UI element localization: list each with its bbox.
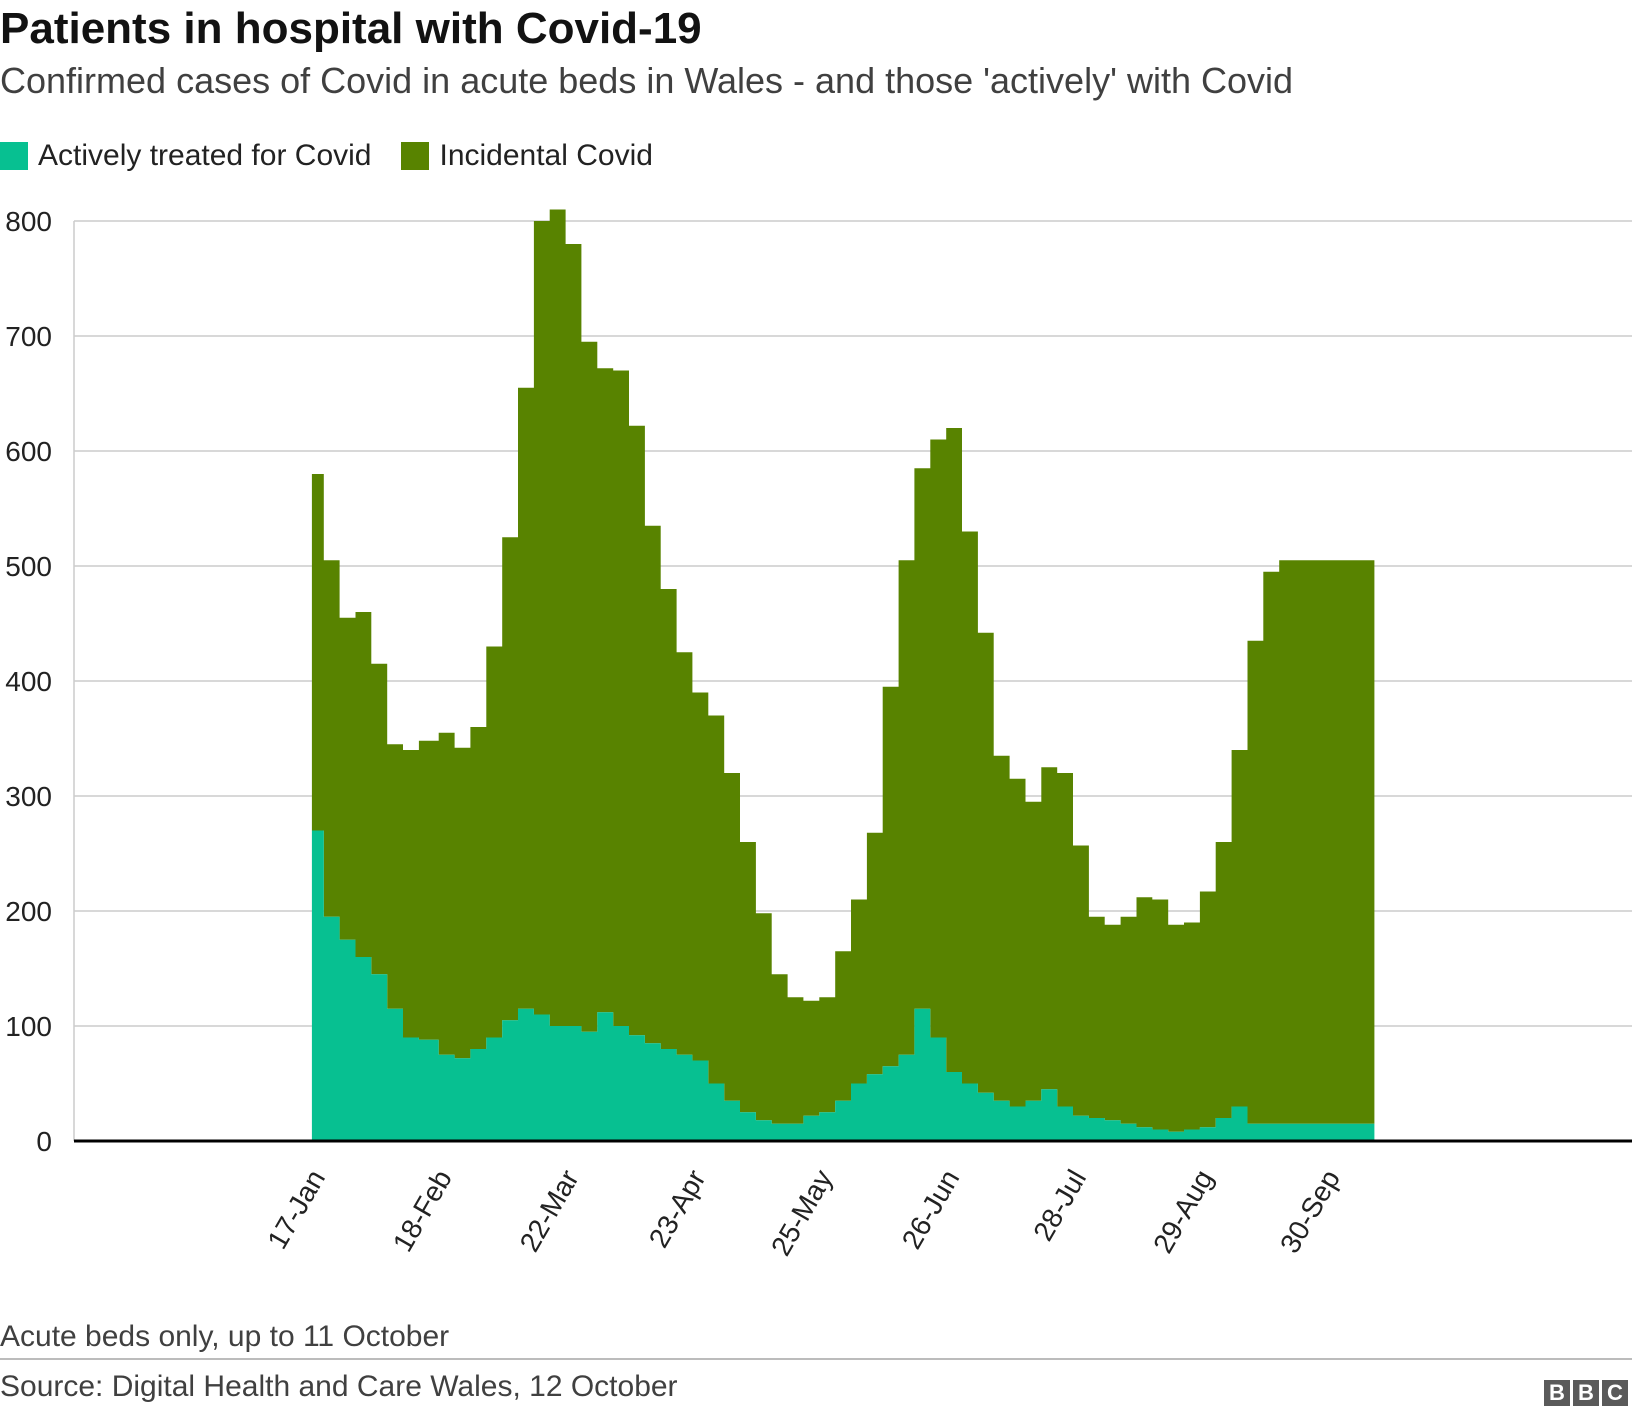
x-tick-label: 22-Mar (514, 1165, 585, 1257)
y-tick-label: 200 (5, 896, 52, 927)
chart-subtitle: Confirmed cases of Covid in acute beds i… (0, 60, 1294, 101)
x-tick-label: 25-May (765, 1165, 839, 1261)
y-tick-label: 400 (5, 666, 52, 697)
x-tick-label: 18-Feb (387, 1165, 458, 1257)
x-tick-label: 23-Apr (643, 1165, 712, 1253)
y-tick-labels: 0 100 200 300 400 500 600 700 800 (5, 206, 52, 1157)
series-area-active (311, 830, 1375, 1141)
bbc-logo-letter: B (1544, 1380, 1570, 1406)
bbc-logo-letter: C (1602, 1380, 1628, 1406)
y-tick-label: 800 (5, 206, 52, 237)
legend-item-active: Actively treated for Covid (0, 139, 371, 173)
y-tick-label: 0 (36, 1126, 52, 1157)
chart-source: Source: Digital Health and Care Wales, 1… (0, 1370, 678, 1403)
x-tick-label: 29-Aug (1147, 1165, 1219, 1259)
x-tick-label: 26-Jun (896, 1165, 966, 1255)
legend: Actively treated for Covid Incidental Co… (0, 136, 683, 176)
legend-swatch-incidental (401, 142, 430, 170)
y-tick-label: 700 (5, 321, 52, 352)
y-tick-label: 600 (5, 436, 52, 467)
x-tick-labels: 17-Jan 18-Feb 22-Mar 23-Apr 25-May 26-Jun 28-J… (261, 1165, 1346, 1261)
x-tick-label: 28-Jul (1027, 1165, 1092, 1247)
footer-divider (0, 1358, 1632, 1360)
y-tick-label: 500 (5, 551, 52, 582)
x-tick-label: 30-Sep (1274, 1165, 1346, 1259)
chart-note: Acute beds only, up to 11 October (0, 1320, 450, 1353)
y-tick-label: 100 (5, 1011, 52, 1042)
chart-areas (311, 209, 1375, 1141)
series-area-incidental (311, 209, 1375, 1132)
bbc-logo: B B C (1541, 1380, 1628, 1406)
y-tick-label: 300 (5, 781, 52, 812)
legend-label-incidental: Incidental Covid (439, 139, 653, 172)
x-tick-label: 17-Jan (261, 1165, 331, 1255)
legend-swatch-active (0, 142, 28, 170)
chart-title: Patients in hospital with Covid-19 (0, 4, 702, 53)
area-chart: 0 100 200 300 400 500 600 700 800 17-Jan 18-Feb 22… (5, 206, 1632, 1261)
legend-item-incidental: Incidental Covid (401, 139, 653, 173)
bbc-logo-letter: B (1573, 1380, 1599, 1406)
legend-label-active: Actively treated for Covid (38, 139, 372, 172)
